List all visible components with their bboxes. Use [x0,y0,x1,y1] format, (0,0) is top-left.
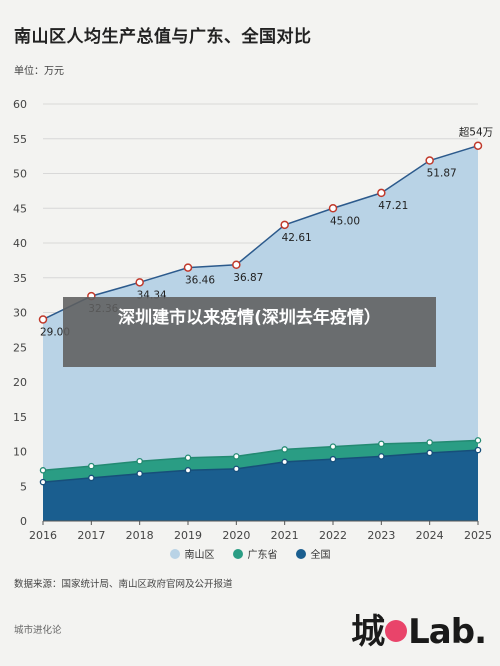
logo-text-a: 城 [351,612,385,652]
legend-swatch-national [295,548,306,559]
legend-label-nanshan: 南山区 [184,550,215,561]
y-tick-label: 60 [13,98,27,111]
legend-item-national: 全国 [295,546,331,561]
point-nanshan [425,156,434,165]
y-tick-label: 5 [20,480,27,493]
point-nanshan [38,315,48,324]
area-national [43,450,478,521]
y-tick-label: 55 [13,133,27,146]
legend-item-nanshan: 南山区 [169,546,215,561]
point-guangdong [474,437,482,444]
point-nanshan [183,263,193,272]
data-label-nanshan: 29.00 [40,326,70,338]
point-guangdong [329,443,337,450]
x-tick-label: 2022 [319,529,347,540]
data-label-nanshan: 36.87 [233,272,263,284]
point-nanshan [328,204,338,213]
data-label-nanshan: 45.00 [330,215,360,227]
y-tick-label: 20 [13,376,27,389]
point-national [474,446,482,454]
point-guangdong [281,446,288,453]
line-national [42,449,479,483]
logo-dot-icon [385,619,408,642]
line-guangdong [42,439,479,472]
legend-label-guangdong: 广东省 [247,550,278,561]
legend-item-guangdong: 广东省 [232,546,278,561]
x-tick-label: 2019 [174,529,202,540]
point-nanshan [135,278,144,287]
point-national [378,453,385,460]
brand-name: 城市进化论 [14,625,62,636]
point-nanshan [232,260,241,270]
lab-logo: 城 Lab. [351,604,487,653]
x-tick-label: 2021 [271,529,299,540]
logo-text-b: Lab. [408,612,487,652]
legend-label-national: 全国 [310,550,331,561]
point-guangdong [426,439,433,446]
x-tick-label: 2017 [77,529,105,540]
overlay-banner: 深圳建市以来疫情(深圳去年疫情） [63,297,436,367]
point-national [39,478,47,486]
y-tick-label: 45 [13,202,27,215]
y-tick-label: 15 [13,411,27,424]
x-tick-label: 2018 [126,529,154,540]
chart-title: 南山区人均生产总值与广东、全国对比 [14,27,312,47]
point-national [329,455,337,463]
y-tick-label: 50 [13,168,27,181]
y-tick-label: 10 [13,446,27,459]
x-tick-label: 2020 [222,529,250,540]
point-guangdong [233,453,240,460]
point-guangdong [88,462,95,470]
point-nanshan [377,188,386,198]
x-tick-label: 2024 [416,529,444,540]
data-label-nanshan: 42.61 [282,232,312,244]
point-national [281,458,288,466]
point-guangdong [184,454,192,462]
y-tick-label: 30 [13,307,27,320]
legend-swatch-guangdong [232,548,243,559]
point-national [136,470,143,477]
legend: 南山区 广东省 全国 [0,546,500,561]
point-guangdong [378,440,385,448]
data-label-nanshan: 超54万 [459,126,493,139]
point-national [88,474,95,482]
unit-label: 单位：万元 [14,66,64,77]
y-tick-label: 25 [13,341,27,354]
legend-swatch-nanshan [169,548,180,559]
y-tick-label: 35 [13,272,27,285]
source-note: 数据来源：国家统计局、南山区政府官网及公开报道 [14,579,233,590]
data-label-nanshan: 47.21 [378,200,408,212]
point-guangdong [136,457,143,465]
point-guangdong [39,467,47,474]
point-nanshan [473,141,483,150]
point-national [233,465,240,473]
line-nanshan [42,144,479,321]
x-tick-label: 2025 [464,529,492,540]
data-label-nanshan: 36.46 [185,275,215,287]
x-tick-label: 2016 [29,529,57,540]
point-national [426,449,433,457]
data-label-nanshan: 51.87 [427,168,457,180]
point-national [184,467,192,474]
y-tick-label: 40 [13,237,27,250]
x-tick-label: 2023 [367,529,395,540]
y-tick-label: 0 [20,515,27,528]
point-nanshan [280,220,289,230]
